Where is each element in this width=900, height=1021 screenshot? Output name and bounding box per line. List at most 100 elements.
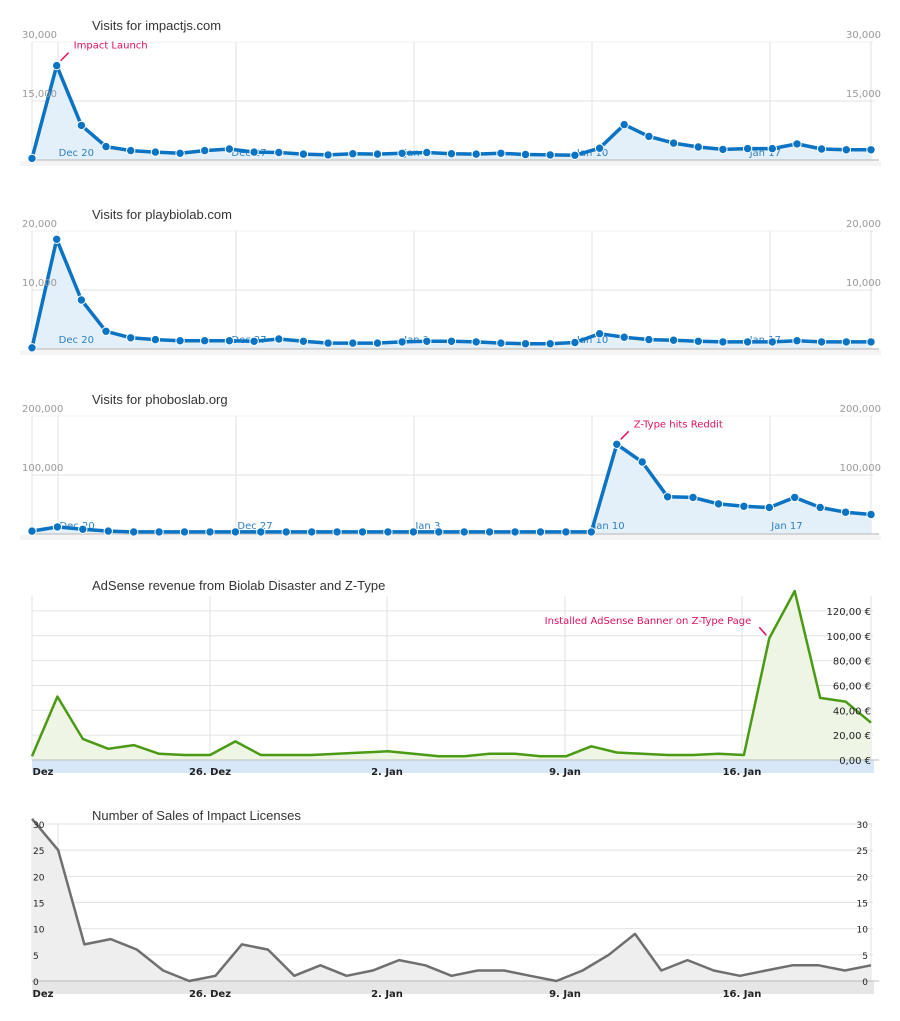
data-point bbox=[471, 337, 481, 347]
chart-svg-phoboslab: Dec 20 Dec 27 Jan 3 Jan 10 Jan 17 100,000 100,… bbox=[20, 404, 881, 540]
data-point bbox=[298, 149, 309, 159]
data-point bbox=[332, 527, 342, 537]
data-point bbox=[570, 150, 580, 161]
series-line bbox=[30, 237, 871, 349]
data-point bbox=[586, 527, 596, 537]
x-tick-label: Jan 10 bbox=[576, 148, 608, 159]
data-point bbox=[484, 527, 495, 537]
y-tick-label-right: 40,00 € bbox=[833, 706, 871, 717]
x-axis-band bbox=[32, 981, 874, 994]
data-point bbox=[866, 337, 876, 347]
y-tick-label-right: 20 bbox=[857, 873, 869, 883]
chart-title: Visits for impactjs.com bbox=[92, 18, 222, 33]
data-point bbox=[668, 138, 679, 148]
data-point bbox=[150, 147, 161, 157]
y-tick-label-left: 5 bbox=[33, 952, 39, 962]
data-point bbox=[816, 144, 827, 154]
chart-title: AdSense revenue from Biolab Disaster and… bbox=[92, 578, 386, 593]
series-area bbox=[32, 239, 871, 349]
y-tick-label-right: 100,000 bbox=[840, 463, 881, 474]
annotation-label: Installed AdSense Banner on Z-Type Page bbox=[545, 616, 752, 627]
data-point bbox=[545, 339, 555, 349]
x-tick-label: 16. Jan bbox=[723, 989, 762, 1000]
data-point bbox=[274, 334, 284, 344]
data-point bbox=[422, 336, 432, 347]
y-tick-label-right: 200,000 bbox=[840, 404, 881, 415]
x-tick-label: 16. Jan bbox=[723, 767, 762, 778]
y-tick-label-right: 60,00 € bbox=[833, 681, 871, 692]
data-point bbox=[274, 147, 284, 158]
data-point bbox=[281, 527, 291, 537]
data-point bbox=[27, 153, 37, 164]
chart-title: Visits for playbiolab.com bbox=[92, 207, 232, 222]
data-point bbox=[27, 526, 37, 536]
scroll-track bbox=[20, 161, 881, 166]
data-point bbox=[126, 333, 136, 343]
data-point bbox=[323, 150, 333, 160]
data-point bbox=[644, 131, 654, 142]
y-tick-label-left: 30,000 bbox=[22, 30, 57, 41]
y-tick-label-right: 30,000 bbox=[846, 30, 881, 41]
x-tick-label: Jan 17 bbox=[770, 521, 802, 532]
annotation-leader bbox=[758, 626, 767, 636]
x-tick-label: Dez bbox=[33, 989, 54, 1000]
data-point bbox=[101, 141, 111, 152]
chart-panel-impactjs: Visits for impactjs.com Dec 20 Dec 27 Jan … bbox=[0, 18, 900, 168]
y-tick-label-right: 10 bbox=[857, 926, 869, 936]
y-tick-label-left: 10 bbox=[33, 926, 45, 936]
data-point bbox=[545, 150, 555, 160]
data-point bbox=[561, 527, 571, 537]
y-tick-label-left: 200,000 bbox=[22, 404, 63, 415]
x-tick-label: 2. Jan bbox=[371, 989, 403, 1000]
x-tick-label: Dec 20 bbox=[59, 335, 94, 346]
y-tick-label-right: 20,000 bbox=[846, 219, 881, 230]
data-point bbox=[742, 143, 753, 154]
data-point bbox=[668, 335, 679, 345]
data-point bbox=[594, 329, 605, 339]
data-point bbox=[103, 526, 114, 536]
data-point bbox=[816, 337, 827, 347]
x-tick-label: 26. Dez bbox=[189, 767, 231, 778]
data-point bbox=[496, 148, 506, 159]
x-tick-label: 2. Jan bbox=[371, 767, 403, 778]
chart-title: Visits for phoboslab.org bbox=[92, 392, 228, 407]
y-tick-label-left: 25 bbox=[33, 847, 44, 857]
x-tick-label: Jan 17 bbox=[749, 148, 781, 159]
x-tick-label: Dez bbox=[33, 767, 54, 778]
series-area bbox=[32, 444, 871, 534]
x-tick-label: Dec 20 bbox=[59, 148, 94, 159]
data-point bbox=[76, 120, 87, 131]
data-point bbox=[459, 527, 469, 537]
series-line bbox=[30, 589, 872, 758]
y-tick-label-left: 30 bbox=[33, 821, 45, 831]
y-tick-label-right: 5 bbox=[862, 952, 868, 962]
data-point bbox=[397, 337, 407, 347]
data-point bbox=[764, 502, 774, 513]
chart-panel-sales: Number of Sales of Impact Licenses Dez 26… bbox=[0, 808, 900, 1013]
data-point bbox=[179, 527, 190, 537]
data-point bbox=[688, 492, 698, 503]
annotation-label: Impact Launch bbox=[74, 41, 148, 52]
x-tick-label: Dec 27 bbox=[231, 148, 266, 159]
data-point bbox=[129, 527, 139, 537]
data-point bbox=[27, 343, 37, 353]
data-point bbox=[496, 338, 506, 348]
y-tick-label-left: 20 bbox=[33, 873, 45, 883]
data-point bbox=[693, 142, 703, 152]
data-point bbox=[52, 522, 63, 532]
data-point bbox=[520, 149, 531, 160]
data-point bbox=[52, 60, 62, 71]
chart-svg-sales: Dez 26. Dez 2. Jan 9. Jan 16. Jan 0 0 5 5 10 10 15 1… bbox=[31, 817, 879, 1000]
y-tick-label-right: 100,00 € bbox=[826, 632, 871, 643]
data-point bbox=[298, 336, 309, 347]
data-point bbox=[739, 501, 749, 512]
annotation-leader bbox=[620, 430, 630, 440]
data-point bbox=[224, 144, 235, 154]
y-tick-label-left: 10,000 bbox=[22, 278, 57, 289]
data-point bbox=[372, 149, 383, 159]
data-point bbox=[348, 149, 358, 159]
data-point bbox=[446, 336, 457, 347]
data-point bbox=[510, 527, 520, 537]
y-tick-label-left: 0 bbox=[33, 978, 39, 988]
data-point bbox=[126, 145, 136, 156]
